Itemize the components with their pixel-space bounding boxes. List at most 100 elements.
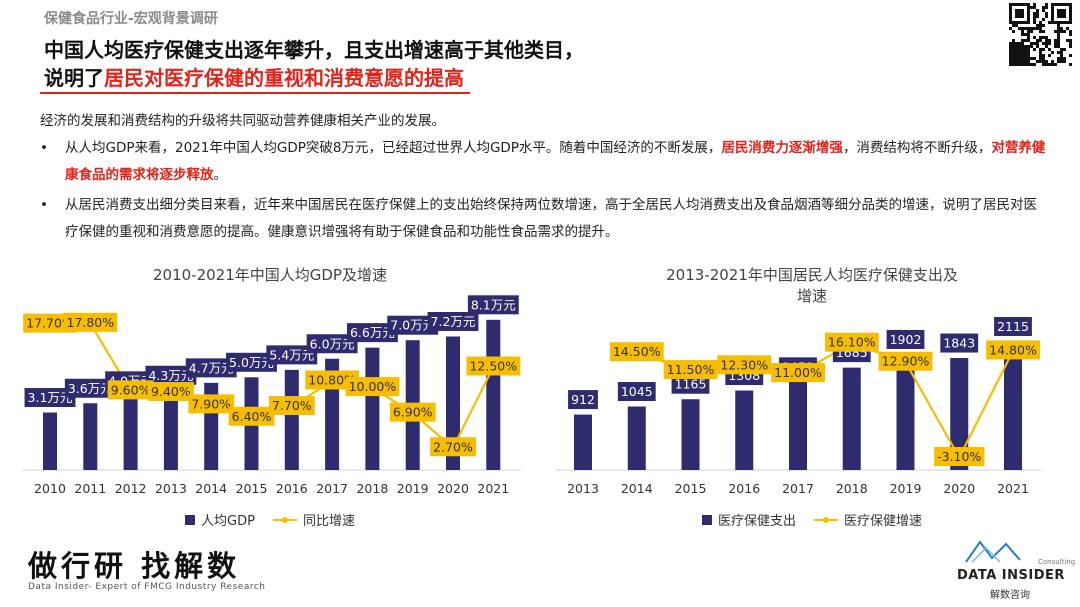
bar-value-label: 6.0万元 (310, 336, 355, 351)
qr-cell (1060, 54, 1063, 57)
qr-cell (1027, 6, 1030, 9)
qr-cell (1033, 21, 1036, 24)
label-box (387, 315, 439, 335)
qr-cell (1069, 39, 1072, 42)
qr-cell (1024, 63, 1027, 66)
qr-cell (1057, 60, 1060, 63)
legend-swatch (814, 516, 838, 523)
qr-cell (1009, 21, 1012, 24)
line-value-label: 12.30% (720, 357, 768, 372)
title-line: 中国人均医疗保健支出逐年攀升，且支出增速高于其他类目， (44, 38, 584, 62)
x-tick-label: 2014 (195, 481, 227, 496)
qr-cell (1024, 33, 1027, 36)
bullet-text: 从居民消费支出细分类目来看，近年来中国居民在医疗保健上的支出始终保持两位数增速，… (65, 192, 1050, 246)
qr-cell (1027, 51, 1030, 54)
qr-cell (1009, 54, 1012, 57)
label-box (64, 378, 116, 398)
x-tick-label: 2015 (236, 481, 268, 496)
qr-cell (1024, 54, 1027, 57)
qr-cell (1057, 51, 1060, 54)
qr-cell (1045, 39, 1048, 42)
label-box (226, 352, 277, 372)
label-box (306, 334, 358, 354)
qr-cell (1045, 3, 1048, 6)
text: 从人均GDP来看，2021年中国人均GDP突破8万元，已经超过世界人均GDP水平… (65, 140, 722, 156)
label-box (268, 396, 315, 416)
qr-cell (1021, 15, 1024, 18)
swatch-dot (281, 516, 288, 523)
label-box (771, 363, 825, 383)
qr-cell (1069, 15, 1072, 18)
label-box (994, 317, 1032, 337)
line-value-label: 17.80% (66, 315, 114, 330)
qr-cell (1030, 30, 1033, 33)
qr-cell (1057, 27, 1060, 30)
qr-cell (1063, 21, 1066, 24)
qr-cell (1033, 42, 1036, 45)
qr-cell (1015, 42, 1018, 45)
qr-cell (1021, 51, 1024, 54)
x-tick-label: 2018 (836, 481, 868, 496)
qr-cell (1048, 39, 1051, 42)
label-box (389, 402, 436, 422)
label-box (188, 394, 235, 414)
qr-cell (1018, 63, 1021, 66)
qr-cell (1039, 57, 1042, 60)
x-tick-label: 2017 (782, 481, 814, 496)
qr-cell (1021, 39, 1024, 42)
qr-cell (1057, 42, 1060, 45)
label-box (671, 374, 710, 394)
qr-cell (1015, 54, 1018, 57)
qr-cell (1009, 27, 1012, 30)
qr-cell (1018, 45, 1021, 48)
title-highlight: 居民对医疗保健的重视和消费意愿的提高 (104, 66, 464, 90)
qr-cell (1042, 60, 1045, 63)
qr-cell (1030, 27, 1033, 30)
qr-cell (1021, 45, 1024, 48)
qr-cell (1045, 42, 1048, 45)
qr-cell (1042, 63, 1045, 66)
text: 从居民消费支出细分类目来看，近年来中国居民在医疗保健上的支出始终保持两位数增速，… (65, 197, 1037, 240)
qr-cell (1018, 42, 1021, 45)
qr-cell (1021, 60, 1024, 63)
legend-swatch (185, 514, 196, 525)
qr-cell (1027, 27, 1030, 30)
line-value-label: 10.80% (308, 373, 356, 388)
qr-cell (1027, 30, 1030, 33)
qr-cell (1033, 12, 1036, 15)
qr-cell (1048, 21, 1051, 24)
line-value-label: 10.00% (349, 379, 397, 394)
qr-cell (1015, 51, 1018, 54)
qr-cell (1033, 57, 1036, 60)
swatch-dot (823, 516, 829, 523)
qr-cell (1036, 42, 1039, 45)
label-box (663, 360, 718, 380)
bar-value-label: 912 (571, 392, 595, 407)
qr-cell (1021, 30, 1024, 33)
logo-brand: DATA INSIDER (957, 568, 1065, 583)
qr-cell (1012, 45, 1015, 48)
qr-cell (1027, 39, 1030, 42)
title-line: 说明了居民对医疗保健的重视和消费意愿的提高 (44, 62, 464, 91)
label-box (467, 295, 519, 315)
swatch (701, 514, 712, 525)
qr-cell (1015, 12, 1018, 15)
qr-cell (1009, 9, 1012, 12)
qr-cell (1042, 48, 1045, 51)
legend-label: 人均GDP (201, 514, 255, 529)
legend-item: 同比增速 (272, 510, 355, 529)
qr-cell (1015, 57, 1018, 60)
tagline: Data Insider- Expert of FMCG Industry Re… (28, 582, 266, 592)
qr-cell (1051, 21, 1054, 24)
qr-cell (1039, 39, 1042, 42)
qr-cell (1057, 30, 1060, 33)
qr-cell (1009, 15, 1012, 18)
qr-cell (1057, 36, 1060, 39)
logo-mark (965, 540, 1021, 563)
qr-cell (1060, 9, 1063, 12)
bar (735, 390, 754, 470)
bullet-dot: • (40, 140, 48, 156)
qr-cell (1042, 24, 1045, 27)
qr-cell (1060, 15, 1063, 18)
qr-cell (1039, 24, 1042, 27)
